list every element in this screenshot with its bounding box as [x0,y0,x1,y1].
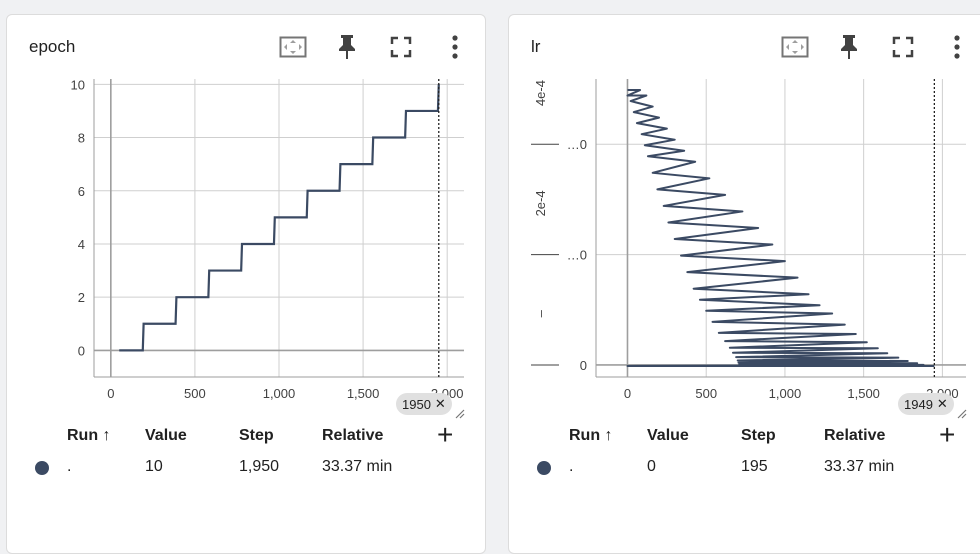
y-tick-label: 0 [580,358,587,373]
more-vert-icon [954,35,960,59]
x-tick-label: 1,000 [769,386,802,401]
y-tick-label-rotated: 4e-4 [533,80,548,106]
x-tick-label: 1,000 [263,386,296,401]
relative-cell: 33.37 min [824,458,895,475]
chart-title: lr [531,37,541,56]
x-tick-label: 500 [695,386,717,401]
run-color-swatch [35,461,49,475]
step-cursor-chip[interactable]: 1950 ✕ [396,393,452,415]
fullscreen-button[interactable] [889,33,917,61]
y-tick-label: 4 [78,237,85,252]
fit-domain-icon [279,36,307,58]
more-options-button[interactable] [943,33,971,61]
y-tick-label: 10 [71,77,85,92]
y-tick-label: …0 [567,248,587,263]
series-line [626,89,935,367]
add-column-button[interactable]: + [437,419,454,450]
pin-button[interactable] [835,33,863,61]
step-cell: 195 [741,458,768,475]
column-header-value[interactable]: Value [647,427,689,444]
y-tick-label: 2 [78,290,85,305]
relative-cell: 33.37 min [322,458,393,475]
column-header-step[interactable]: Step [239,427,274,444]
y-tick-label: 8 [78,131,85,146]
fit-domain-icon [781,36,809,58]
step-cell: 1,950 [239,458,280,475]
resize-handle-icon[interactable] [455,409,465,419]
step-cursor-value: 1949 [904,396,933,412]
column-header-relative[interactable]: Relative [824,427,886,444]
run-name: . [67,458,72,475]
more-vert-icon [452,35,458,59]
close-icon[interactable]: ✕ [936,396,948,411]
column-header-value[interactable]: Value [145,427,187,444]
chart-card-epoch: epoch 0 500 1,000 1,500 2,000 0 2 4 6 8 10 1950 ✕ … [6,14,486,554]
y-tick-label-rotated: 2e-4 [533,190,548,216]
x-tick-label: 0 [107,386,114,401]
y-tick-label-rotated: – [533,309,548,317]
y-tick-label: …0 [567,137,587,152]
more-options-button[interactable] [441,33,469,61]
run-color-swatch [537,461,551,475]
y-tick-label: 0 [78,343,85,358]
fullscreen-icon [390,36,412,58]
pin-icon [841,35,857,59]
value-cell: 10 [145,458,163,475]
step-cursor-value: 1950 [402,396,431,412]
column-header-step[interactable]: Step [741,427,776,444]
run-name: . [569,458,574,475]
pin-button[interactable] [333,33,361,61]
y-tick-label: 6 [78,184,85,199]
x-tick-label: 1,500 [847,386,880,401]
resize-handle-icon[interactable] [957,409,967,419]
close-icon[interactable]: ✕ [434,396,446,411]
step-cursor-chip[interactable]: 1949 ✕ [898,393,954,415]
fit-domain-button[interactable] [781,33,809,61]
fullscreen-icon [892,36,914,58]
column-header-run[interactable]: Run ↑ [67,427,111,444]
add-column-button[interactable]: + [939,419,956,450]
x-tick-label: 500 [184,386,206,401]
x-tick-label: 1,500 [347,386,380,401]
pin-icon [339,35,355,59]
fit-domain-button[interactable] [279,33,307,61]
value-cell: 0 [647,458,656,475]
column-header-relative[interactable]: Relative [322,427,384,444]
x-tick-label: 0 [624,386,631,401]
column-header-run[interactable]: Run ↑ [569,427,613,444]
chart-title: epoch [29,37,76,56]
series-line [119,84,440,352]
fullscreen-button[interactable] [387,33,415,61]
